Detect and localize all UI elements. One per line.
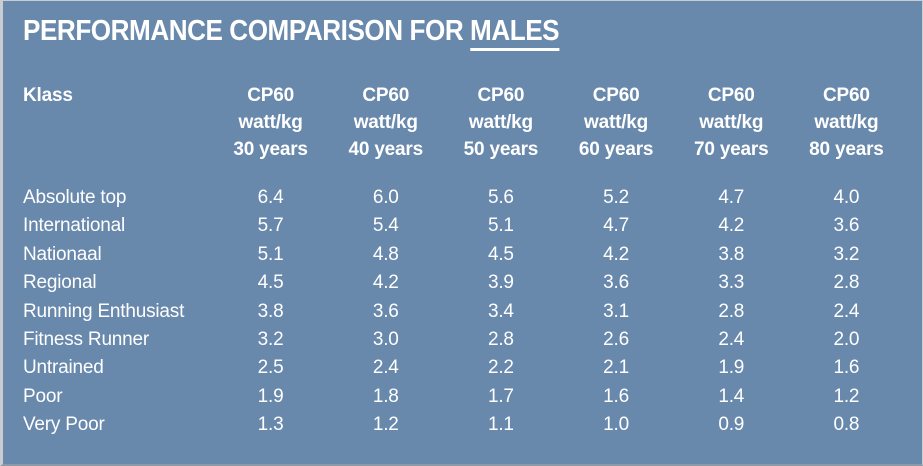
value-cell: 5.1 [487,215,514,237]
column-header-cp60-80y: CP60 watt/kg 80 years [809,85,884,160]
row-label: Absolute top [23,187,127,208]
row-label: Regional [23,272,97,294]
value-cell: 1.6 [833,357,860,379]
value-cell: 6.0 [372,187,399,208]
table-row: Untrained 2.5 2.4 2.2 2.1 1.9 1.6 [23,354,902,382]
value-cell: 3.6 [603,272,629,294]
value-cell: 2.4 [372,357,399,379]
value-cell: 2.2 [487,357,514,379]
row-label: Running Enthusiast [23,300,185,322]
row-label: Fitness Runner [23,329,150,351]
value-cell: 1.9 [257,385,284,407]
value-cell: 3.9 [487,272,514,294]
value-cell: 4.7 [718,187,745,208]
value-cell: 3.6 [372,300,399,322]
panel-content: PERFORMANCE COMPARISON FOR MALES Klass C… [3,1,922,440]
row-label: Nationaal [23,243,102,265]
value-cell: 4.7 [603,215,629,237]
value-cell: 4.0 [833,187,860,208]
value-cell: 3.8 [257,300,284,322]
value-cell: 0.9 [718,414,745,436]
row-label: Untrained [23,357,104,379]
value-cell: 4.2 [372,272,399,294]
value-cell: 2.8 [833,272,860,294]
table-row: Fitness Runner 3.2 3.0 2.8 2.6 2.4 2.0 [23,326,902,354]
value-cell: 2.5 [257,357,284,379]
value-cell: 5.2 [603,187,629,208]
table-row: Regional 4.5 4.2 3.9 3.6 3.3 2.8 [23,269,902,297]
value-cell: 1.8 [372,385,399,407]
value-cell: 4.2 [603,243,629,265]
value-cell: 1.6 [603,385,629,407]
title-prefix: PERFORMANCE COMPARISON FOR [23,15,471,47]
value-cell: 1.9 [718,357,745,379]
value-cell: 2.8 [487,329,514,351]
value-cell: 1.3 [257,414,284,436]
value-cell: 4.5 [487,243,514,265]
table-header-row: Klass CP60 watt/kg 30 years CP60 watt/kg… [23,82,902,163]
value-cell: 3.6 [833,215,860,237]
value-cell: 3.3 [718,272,745,294]
column-header-cp60-50y: CP60 watt/kg 50 years [463,85,539,160]
table-row: Running Enthusiast 3.8 3.6 3.4 3.1 2.8 2… [23,298,902,326]
value-cell: 2.8 [718,300,745,322]
column-header-cp60-60y: CP60 watt/kg 60 years [578,85,654,160]
value-cell: 1.2 [372,414,399,436]
value-cell: 1.2 [833,385,860,407]
value-cell: 6.4 [257,187,284,208]
value-cell: 3.1 [603,300,629,322]
table-row: Nationaal 5.1 4.8 4.5 4.2 3.8 3.2 [23,241,902,269]
value-cell: 3.4 [487,300,514,322]
value-cell: 5.6 [487,187,514,208]
value-cell: 3.0 [372,329,399,351]
column-header-cp60-70y: CP60 watt/kg 70 years [694,85,769,160]
value-cell: 5.7 [257,215,284,237]
column-header-klass: Klass [23,85,73,106]
value-cell: 3.2 [833,243,860,265]
table-row: Absolute top 6.4 6.0 5.6 5.2 4.7 4.0 [23,184,902,212]
row-label: Poor [23,385,63,407]
value-cell: 4.8 [372,243,399,265]
value-cell: 1.0 [603,414,629,436]
page-title: PERFORMANCE COMPARISON FOR MALES [23,15,814,51]
value-cell: 2.4 [833,300,860,322]
column-header-cp60-30y: CP60 watt/kg 30 years [233,85,308,160]
value-cell: 0.8 [833,414,860,436]
value-cell: 5.1 [257,243,284,265]
value-cell: 4.2 [718,215,745,237]
row-label: Very Poor [23,414,105,436]
table-row: International 5.7 5.4 5.1 4.7 4.2 3.6 [23,212,902,240]
value-cell: 5.4 [372,215,399,237]
column-header-cp60-40y: CP60 watt/kg 40 years [348,85,424,160]
value-cell: 3.8 [718,243,745,265]
value-cell: 2.1 [603,357,629,379]
value-cell: 2.6 [603,329,629,351]
value-cell: 1.7 [487,385,514,407]
value-cell: 2.0 [833,329,860,351]
value-cell: 3.2 [257,329,284,351]
value-cell: 4.5 [257,272,284,294]
title-underlined-word: MALES [470,15,560,51]
table-body: Absolute top 6.4 6.0 5.6 5.2 4.7 4.0 Int… [23,184,902,440]
value-cell: 1.1 [487,414,514,436]
value-cell: 2.4 [718,329,745,351]
table-row: Poor 1.9 1.8 1.7 1.6 1.4 1.2 [23,383,902,411]
value-cell: 1.4 [718,385,745,407]
table-row: Very Poor 1.3 1.2 1.1 1.0 0.9 0.8 [23,411,902,439]
row-label: International [23,215,125,237]
